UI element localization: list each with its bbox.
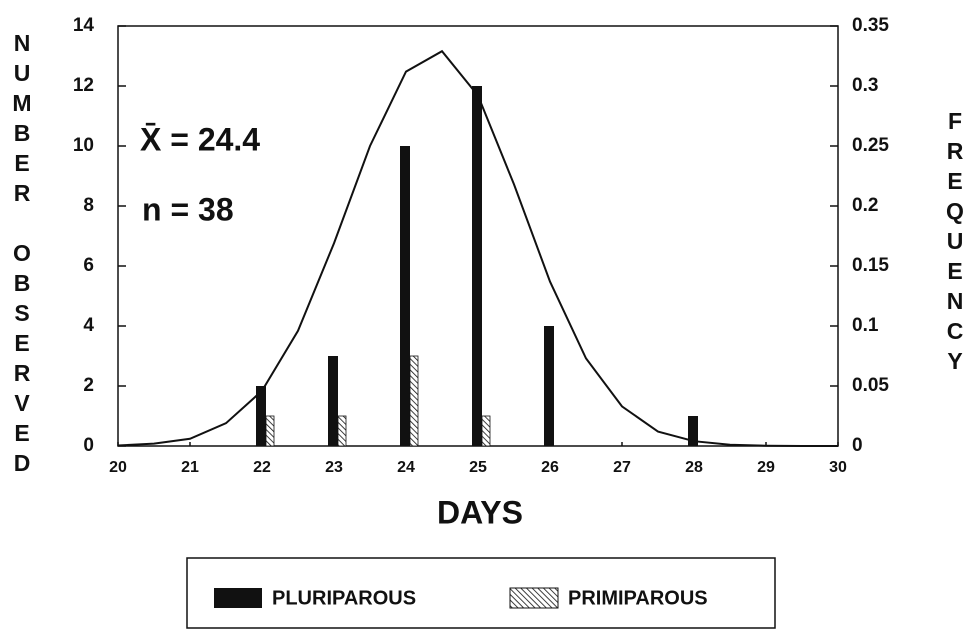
bar bbox=[472, 86, 482, 446]
legend-swatch bbox=[214, 588, 262, 608]
y-tick-label: 12 bbox=[73, 75, 94, 96]
y2-tick-label: 0.3 bbox=[852, 75, 878, 96]
annotation: n = 38 bbox=[142, 191, 234, 227]
legend-label: PLURIPAROUS bbox=[272, 587, 416, 609]
y-tick-label: 4 bbox=[83, 315, 94, 336]
bar bbox=[265, 415, 275, 447]
annotation: X̄ = 24.4 bbox=[140, 121, 260, 157]
x-tick-label: 28 bbox=[685, 459, 703, 476]
y2-tick-label: 0.1 bbox=[852, 315, 879, 336]
y2-tick-label: 0.25 bbox=[852, 135, 889, 156]
x-tick-label: 21 bbox=[181, 459, 199, 476]
x-tick-label: 27 bbox=[613, 459, 631, 476]
y2-tick-label: 0.35 bbox=[852, 15, 889, 36]
x-tick-label: 20 bbox=[109, 459, 127, 476]
y-tick-label: 2 bbox=[83, 375, 94, 396]
legend-swatch bbox=[509, 587, 559, 609]
y2-axis-label: FREQUENCY bbox=[942, 108, 968, 378]
x-tick-label: 30 bbox=[829, 459, 847, 476]
bar bbox=[256, 386, 266, 446]
bar bbox=[481, 415, 491, 447]
bar bbox=[400, 146, 410, 446]
y-tick-label: 6 bbox=[83, 255, 94, 276]
y-tick-label: 0 bbox=[83, 435, 94, 456]
x-tick-label: 24 bbox=[397, 459, 415, 476]
bar bbox=[337, 415, 347, 447]
bar bbox=[688, 416, 698, 446]
x-tick-label: 22 bbox=[253, 459, 271, 476]
y-tick-label: 10 bbox=[73, 135, 94, 156]
bar bbox=[328, 356, 338, 446]
x-tick-label: 29 bbox=[757, 459, 775, 476]
y2-tick-label: 0.15 bbox=[852, 255, 889, 276]
y2-tick-label: 0 bbox=[852, 435, 863, 456]
y2-tick-label: 0.05 bbox=[852, 375, 889, 396]
y-axis-label: NUMBER OBSERVED bbox=[9, 30, 35, 480]
y2-tick-label: 0.2 bbox=[852, 195, 878, 216]
legend-box bbox=[186, 557, 776, 629]
bar bbox=[544, 326, 554, 446]
y-tick-label: 8 bbox=[83, 195, 94, 216]
x-axis-label: DAYS bbox=[437, 494, 523, 530]
bar bbox=[409, 355, 419, 447]
x-tick-label: 23 bbox=[325, 459, 343, 476]
legend-label: PRIMIPAROUS bbox=[568, 587, 708, 609]
x-tick-label: 26 bbox=[541, 459, 559, 476]
density-curve bbox=[117, 49, 838, 447]
x-tick-label: 25 bbox=[469, 459, 487, 476]
y-tick-label: 14 bbox=[73, 15, 95, 36]
